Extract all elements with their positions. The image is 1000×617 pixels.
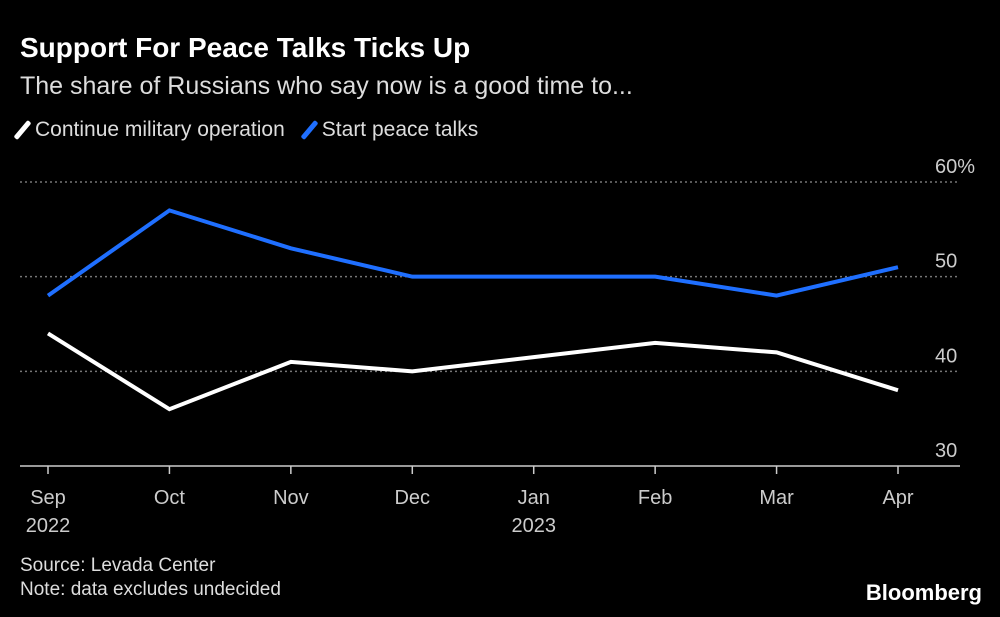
y-tick-label: 40	[935, 345, 957, 367]
series-line-continue-military	[46, 331, 899, 412]
x-tick-label: Mar	[759, 487, 794, 509]
source-text: Source: Levada Center	[20, 555, 216, 576]
note-text: Note: data excludes undecided	[20, 579, 281, 600]
chart-subtitle: The share of Russians who say now is a g…	[20, 72, 633, 100]
y-tick-label: 50	[935, 251, 957, 273]
footer-notes: Source: Levada Center Note: data exclude…	[20, 554, 281, 602]
x-tick-label: Apr	[882, 487, 913, 509]
legend-item-peace: Start peace talks	[300, 118, 479, 142]
chart-title: Support For Peace Talks Ticks Up	[20, 32, 471, 63]
legend: Continue military operation Start peace …	[13, 118, 479, 142]
x-tick-label: Dec	[394, 487, 430, 509]
x-tick-label: Sep	[30, 487, 66, 509]
bloomberg-logo: Bloomberg	[865, 580, 982, 605]
x-tick-label: 2023	[511, 515, 556, 537]
legend-label: Continue military operation	[35, 118, 285, 141]
x-tick-label: Oct	[154, 487, 186, 509]
y-tick-label: 60%	[935, 156, 975, 178]
legend-label: Start peace talks	[321, 118, 479, 141]
y-tick-label: 30	[935, 440, 957, 462]
x-tick-label: Nov	[273, 487, 309, 509]
x-tick-label: Jan	[518, 487, 550, 509]
series-line-peace-talks	[46, 208, 899, 298]
x-tick-label: 2022	[26, 515, 71, 537]
x-tick-label: Feb	[638, 487, 672, 509]
legend-item-continue: Continue military operation	[13, 118, 285, 142]
